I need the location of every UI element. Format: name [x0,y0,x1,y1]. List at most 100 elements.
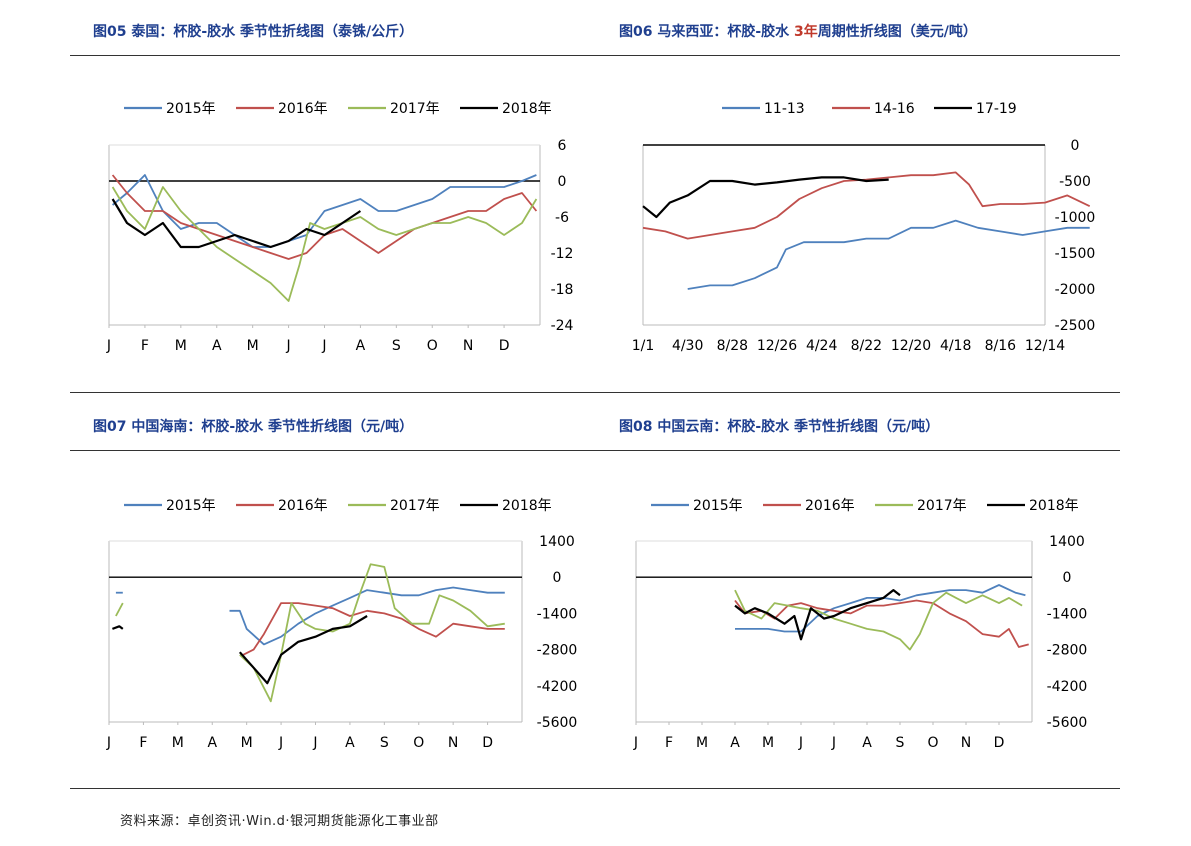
c1-series-line [642,171,1091,240]
c2-y-tick-label: -5600 [537,715,578,731]
fig06-title-pre: 马来西亚：杯胶-胶水 [657,24,795,40]
c2-series-line [242,602,505,656]
c2-x-tick-label: M [172,735,184,751]
c2-x-tick-label: M [241,735,253,751]
c0-x-tick-label: N [463,338,473,354]
c3-x-tick-label: S [896,735,905,751]
c1-legend-label: 17-19 [976,101,1017,117]
c0-x-tick-label: F [141,338,149,354]
c2-legend-label: 2017年 [390,498,440,514]
c3-x-tick-label: O [927,735,938,751]
rule-middle-1 [70,392,1120,393]
fig06-title-post: 周期性折线图（美元/吨） [817,24,977,40]
fig07-title-text: 中国海南：杯胶-胶水 季节性折线图（元/吨） [131,419,414,435]
c3-legend-label: 2015年 [693,498,743,514]
c1-x-tick-label: 8/16 [985,338,1017,354]
c2-x-tick-label: D [482,735,493,751]
c0-y-tick-label: -18 [551,282,574,298]
c2-x-tick-label: N [448,735,458,751]
c0-y-tick-label: 6 [558,138,567,154]
c3-series-line [734,589,901,641]
c0-x-tick-label: A [212,338,222,354]
c2-x-tick-label: A [345,735,355,751]
c2-series-line [112,625,124,630]
c3-y-tick-label: -2800 [1047,643,1088,659]
c1-x-tick-label: 12/20 [891,338,931,354]
fig08-title: 图08 中国云南：杯胶-胶水 季节性折线图（元/吨） [619,416,939,436]
c1-x-tick-label: 12/14 [1025,338,1065,354]
c0-series-line [111,186,538,302]
c1-legend-label: 14-16 [874,101,915,117]
c2-series-line [239,563,505,703]
rule-middle-2 [70,450,1120,451]
c3-legend-label: 2016年 [805,498,855,514]
c2-legend-label: 2016年 [278,498,328,514]
c3-y-tick-label: -5600 [1047,715,1088,731]
c1-series-line [642,176,889,219]
c2-series-line [229,586,505,646]
fig07-title: 图07 中国海南：杯胶-胶水 季节性折线图（元/吨） [93,416,413,436]
c1-x-tick-label: 12/26 [757,338,797,354]
fig05-number: 图05 [93,24,127,40]
rule-top [70,55,1120,56]
fig06-title: 图06 马来西亚：杯胶-胶水 3年周期性折线图（美元/吨） [619,21,977,41]
c1-y-tick-label: -2000 [1055,282,1096,298]
c3-series-line [734,589,1023,651]
fig05-title: 图05 泰国：杯胶-胶水 季节性折线图（泰铢/公斤） [93,21,413,41]
c0-legend-label: 2018年 [502,101,552,117]
c3-x-tick-label: F [665,735,673,751]
c1-x-tick-label: 4/24 [806,338,838,354]
c3-x-tick-label: M [762,735,774,751]
c0-legend-label: 2017年 [390,101,440,117]
fig08-title-text: 中国云南：杯胶-胶水 季节性折线图（元/吨） [657,419,940,435]
c2-x-tick-label: A [207,735,217,751]
c2-y-tick-label: -2800 [537,643,578,659]
c3-y-tick-label: -4200 [1047,679,1088,695]
c0-x-tick-label: M [175,338,187,354]
c3-y-tick-label: 0 [1063,570,1072,586]
c0-y-tick-label: -24 [551,318,574,334]
c3-series-line [735,584,1026,633]
c3-x-tick-label: D [994,735,1005,751]
c2-y-tick-label: -1400 [537,606,578,622]
c1-y-tick-label: 0 [1071,138,1080,154]
fig06-title-highlight: 3年 [794,24,818,40]
c3-x-tick-label: A [730,735,740,751]
c0-y-tick-label: 0 [558,174,567,190]
c0-x-tick-label: S [392,338,401,354]
c3-x-tick-label: M [696,735,708,751]
c2-legend-label: 2015年 [166,498,216,514]
c2-x-tick-label: J [106,735,111,751]
c1-legend-label: 11-13 [764,101,805,117]
c0-x-tick-label: A [356,338,366,354]
c2-y-tick-label: -4200 [537,679,578,695]
c0-y-tick-label: -12 [551,246,574,262]
c2-x-tick-label: F [139,735,147,751]
c3-y-tick-label: -1400 [1047,606,1088,622]
c3-legend-label: 2018年 [1029,498,1079,514]
c3-series-line [734,599,1029,648]
rule-bottom [70,788,1120,789]
c1-y-tick-label: -500 [1059,174,1091,190]
c1-y-tick-label: -2500 [1055,318,1096,334]
c0-x-tick-label: O [427,338,438,354]
c3-y-tick-label: 1400 [1049,534,1085,550]
c3-legend-label: 2017年 [917,498,967,514]
fig06-number: 图06 [619,24,653,40]
c2-series-line [115,602,124,617]
c0-x-tick-label: J [106,338,111,354]
c2-x-tick-label: J [312,735,317,751]
c0-x-tick-label: J [321,338,326,354]
c2-legend-label: 2018年 [502,498,552,514]
fig08-number: 图08 [619,419,653,435]
c3-x-tick-label: A [862,735,872,751]
c1-y-tick-label: -1500 [1055,246,1096,262]
c0-x-tick-label: J [286,338,291,354]
fig05-title-text: 泰国：杯胶-胶水 季节性折线图（泰铢/公斤） [131,24,414,40]
c0-x-tick-label: D [499,338,510,354]
c2-x-tick-label: S [380,735,389,751]
c1-x-tick-label: 4/30 [672,338,703,354]
c1-x-tick-label: 8/22 [851,338,882,354]
c3-x-tick-label: N [961,735,971,751]
